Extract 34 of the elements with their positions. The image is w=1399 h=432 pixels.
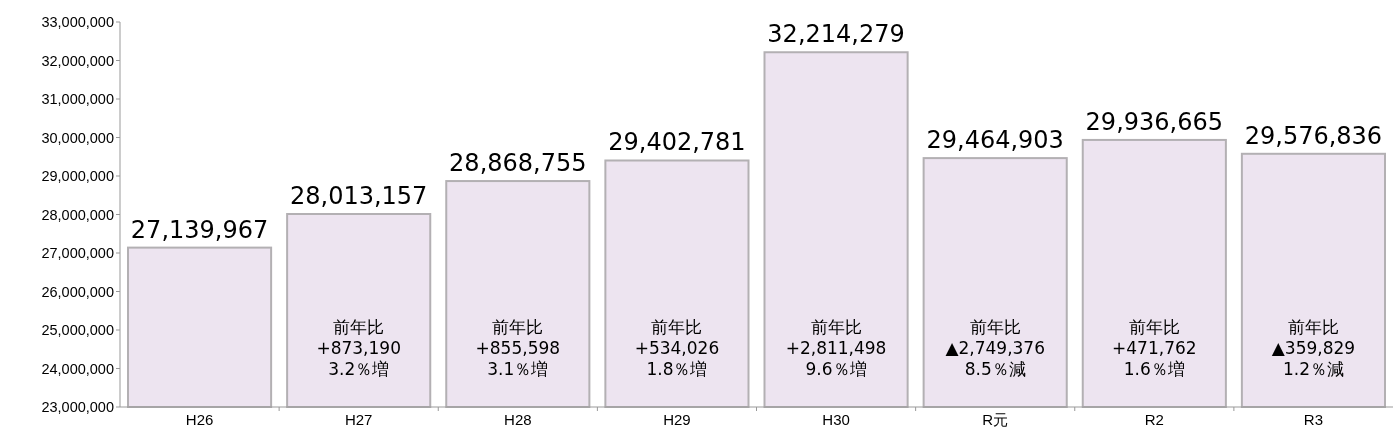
annotation: 前年比 +2,811,498 9.6％増 — [785, 316, 887, 379]
x-tick-label: H30 — [822, 411, 850, 428]
y-tick-label: 25,000,000 — [41, 322, 114, 339]
y-tick-label: 33,000,000 — [41, 14, 114, 31]
annotation: 前年比 +873,190 3.2％増 — [316, 316, 401, 379]
x-tick-label: H27 — [344, 411, 373, 428]
x-tick-label: H28 — [504, 411, 532, 428]
y-tick-label: 31,000,000 — [41, 91, 114, 108]
data-label: 29,402,781 — [608, 128, 746, 157]
data-label: 29,936,665 — [1085, 107, 1224, 136]
data-label: 27,139,967 — [130, 215, 269, 244]
annotation: 前年比 ▲2,749,376 8.5％減 — [945, 316, 1045, 379]
y-tick-label: 26,000,000 — [41, 283, 114, 300]
annotation: 前年比 +471,762 1.6％増 — [1112, 316, 1197, 379]
x-tick-label: R3 — [1303, 411, 1324, 428]
x-tick-label: R2 — [1144, 411, 1164, 428]
annotation: 前年比 +534,026 1.8％増 — [634, 316, 720, 379]
data-label: 28,013,157 — [289, 181, 428, 210]
x-tick-label: H26 — [185, 411, 214, 428]
data-label: 32,214,279 — [767, 20, 905, 49]
y-tick-label: 30,000,000 — [41, 129, 114, 146]
y-tick-label: 27,000,000 — [41, 245, 114, 262]
annotation: 前年比 ▲359,829 1.2％減 — [1271, 316, 1356, 379]
y-tick-label: 29,000,000 — [41, 168, 114, 185]
y-tick-label: 28,000,000 — [41, 206, 114, 223]
x-tick-label: H29 — [663, 411, 691, 428]
data-label: 29,464,903 — [926, 126, 1064, 155]
annotation: 前年比 +855,598 3.1％増 — [475, 316, 561, 379]
x-tick-label: R元 — [982, 411, 1009, 428]
y-tick-label: 24,000,000 — [41, 360, 114, 377]
y-tick-label: 23,000,000 — [41, 399, 114, 416]
data-label: 28,868,755 — [449, 149, 587, 178]
data-label: 29,576,836 — [1244, 121, 1383, 150]
y-tick-label: 32,000,000 — [41, 52, 114, 69]
